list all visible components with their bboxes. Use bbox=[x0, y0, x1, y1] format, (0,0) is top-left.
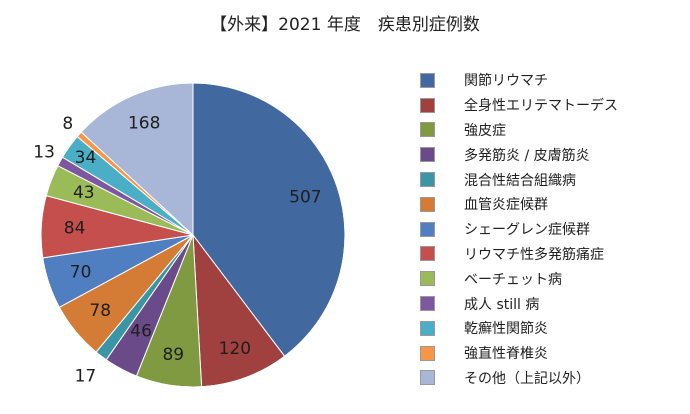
slice-value-label-4: 46 bbox=[130, 321, 152, 341]
legend-label: 全身性エリテマトーデス bbox=[464, 98, 618, 115]
slice-value-label-12: 8 bbox=[62, 114, 73, 134]
legend-item: 関節リウマチ bbox=[420, 68, 618, 93]
legend-label: 血管炎症候群 bbox=[464, 197, 548, 214]
slice-value-label-7: 70 bbox=[70, 263, 92, 283]
legend-label: 乾癬性関節炎 bbox=[464, 321, 548, 338]
legend-swatch bbox=[420, 221, 435, 237]
slice-value-label-11: 34 bbox=[75, 148, 97, 168]
slice-value-label-1: 507 bbox=[289, 187, 321, 207]
legend-item: 強皮症 bbox=[420, 118, 618, 143]
legend-label: ベーチェット病 bbox=[464, 271, 562, 288]
legend-item: 乾癬性関節炎 bbox=[420, 316, 618, 341]
legend-label: リウマチ性多発筋痛症 bbox=[464, 246, 604, 263]
legend-swatch bbox=[420, 97, 435, 113]
legend-swatch bbox=[420, 172, 435, 188]
slice-value-label-2: 120 bbox=[219, 339, 251, 359]
chart-title: 【外来】2021 年度 疾患別症例数 bbox=[210, 15, 480, 35]
legend-label: 多発筋炎 / 皮膚筋炎 bbox=[464, 147, 590, 164]
legend-item: シェーグレン症候群 bbox=[420, 217, 618, 242]
legend-item: 多発筋炎 / 皮膚筋炎 bbox=[420, 142, 618, 167]
legend-swatch bbox=[420, 296, 435, 312]
slice-value-label-10: 13 bbox=[33, 143, 55, 163]
legend-swatch bbox=[420, 72, 435, 88]
legend-swatch bbox=[420, 246, 435, 262]
legend-item: その他（上記以外） bbox=[420, 366, 618, 391]
slice-value-label-3: 89 bbox=[162, 345, 184, 365]
legend-item: 成人 still 病 bbox=[420, 291, 618, 316]
legend-label: シェーグレン症候群 bbox=[464, 222, 590, 239]
slice-value-label-8: 84 bbox=[64, 218, 86, 238]
slice-value-label-9: 43 bbox=[73, 183, 95, 203]
legend-item: リウマチ性多発筋痛症 bbox=[420, 242, 618, 267]
legend-swatch bbox=[420, 370, 435, 386]
legend-swatch bbox=[420, 196, 435, 212]
legend-item: 強直性脊椎炎 bbox=[420, 341, 618, 366]
pie-slices bbox=[40, 82, 346, 388]
legend-swatch bbox=[420, 320, 435, 336]
slice-value-label-6: 78 bbox=[89, 301, 111, 321]
slice-labels: 507 120 89 46 17 78 70 84 43 13 348 168 bbox=[33, 114, 321, 387]
legend-label: 強皮症 bbox=[464, 122, 506, 139]
legend-swatch bbox=[420, 345, 435, 361]
legend-item: ベーチェット病 bbox=[420, 266, 618, 291]
legend-label: その他（上記以外） bbox=[464, 370, 590, 387]
pie-outline bbox=[40, 82, 346, 388]
legend-label: 混合性結合組織病 bbox=[464, 172, 576, 189]
legend-label: 強直性脊椎炎 bbox=[464, 346, 548, 363]
legend-item: 血管炎症候群 bbox=[420, 192, 618, 217]
legend-label: 成人 still 病 bbox=[464, 296, 540, 313]
legend-swatch bbox=[420, 122, 435, 138]
slice-value-label-5: 17 bbox=[75, 367, 97, 387]
slice-value-label-13: 168 bbox=[128, 114, 160, 134]
legend-item: 混合性結合組織病 bbox=[420, 167, 618, 192]
legend-label: 関節リウマチ bbox=[464, 73, 548, 90]
legend: 関節リウマチ全身性エリテマトーデス 強皮症多発筋炎 / 皮膚筋炎 混合性結合組織病血… bbox=[420, 68, 618, 390]
legend-swatch bbox=[420, 147, 435, 163]
legend-item: 全身性エリテマトーデス bbox=[420, 93, 618, 118]
legend-swatch bbox=[420, 271, 435, 287]
